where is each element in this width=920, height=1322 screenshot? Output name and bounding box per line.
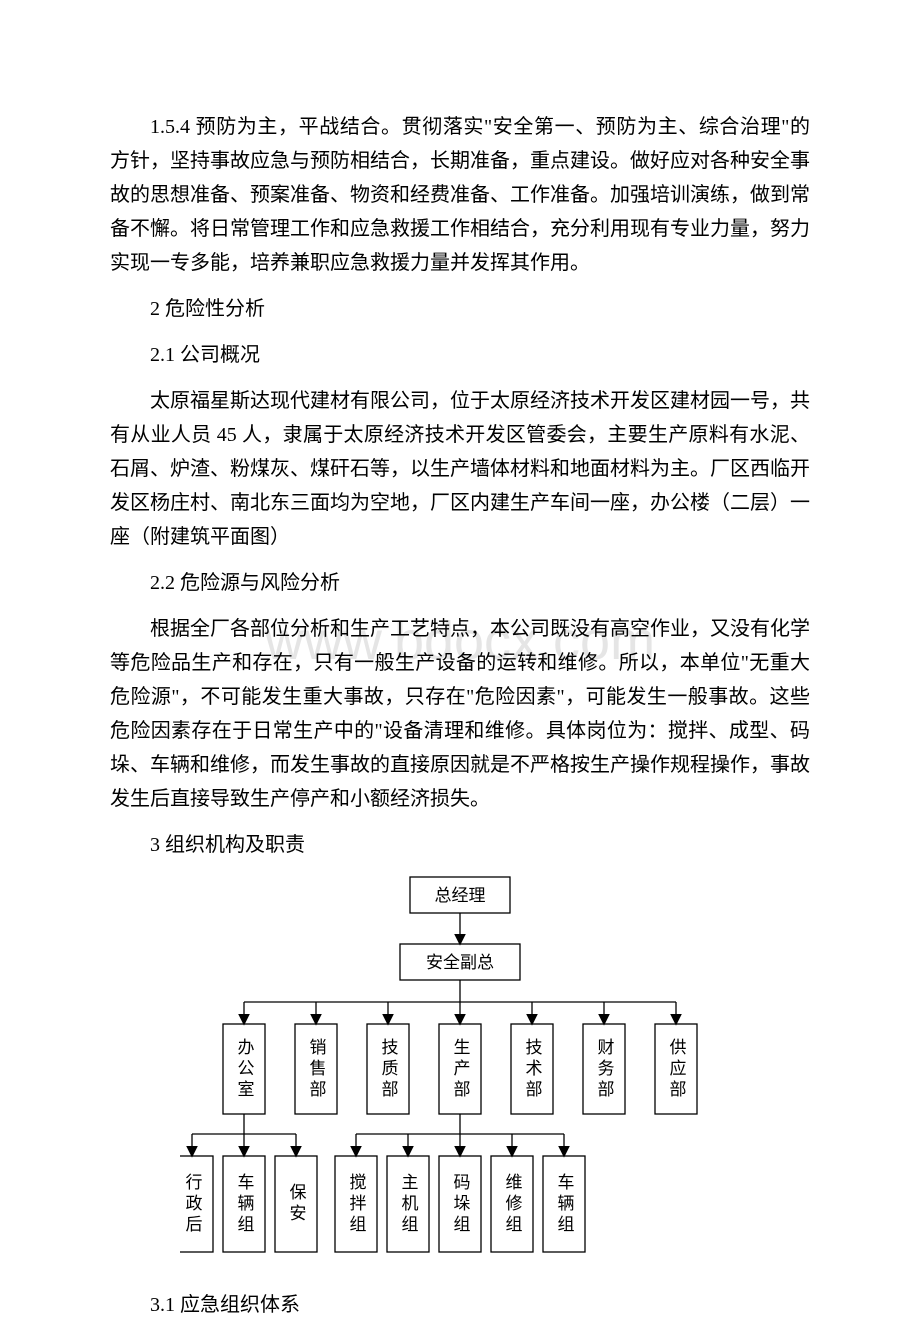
- heading-3: 3 组织机构及职责: [110, 828, 810, 862]
- heading-2: 2 危险性分析: [110, 292, 810, 326]
- heading-3-1: 3.1 应急组织体系: [110, 1288, 810, 1322]
- heading-2-2: 2.2 危险源与风险分析: [110, 566, 810, 600]
- svg-text:安全副总: 安全副总: [426, 953, 494, 972]
- page-content: 1.5.4 预防为主，平战结合。贯彻落实"安全第一、预防为主、综合治理"的方针，…: [110, 110, 810, 1322]
- svg-text:总经理: 总经理: [435, 886, 486, 905]
- org-chart-svg: 总经理安全副总办公室销售部技质部生产部技术部财务部供应部行政后车辆组保安搅拌组主…: [180, 874, 740, 1274]
- paragraph-2-1: 太原福星斯达现代建材有限公司，位于太原经济技术开发区建材园一号，共有从业人员 4…: [110, 384, 810, 554]
- heading-2-1: 2.1 公司概况: [110, 338, 810, 372]
- paragraph-1-5-4: 1.5.4 预防为主，平战结合。贯彻落实"安全第一、预防为主、综合治理"的方针，…: [110, 110, 810, 280]
- org-chart-container: 总经理安全副总办公室销售部技质部生产部技术部财务部供应部行政后车辆组保安搅拌组主…: [110, 874, 810, 1274]
- paragraph-2-2: 根据全厂各部位分析和生产工艺特点，本公司既没有高空作业，又没有化学等危险品生产和…: [110, 612, 810, 816]
